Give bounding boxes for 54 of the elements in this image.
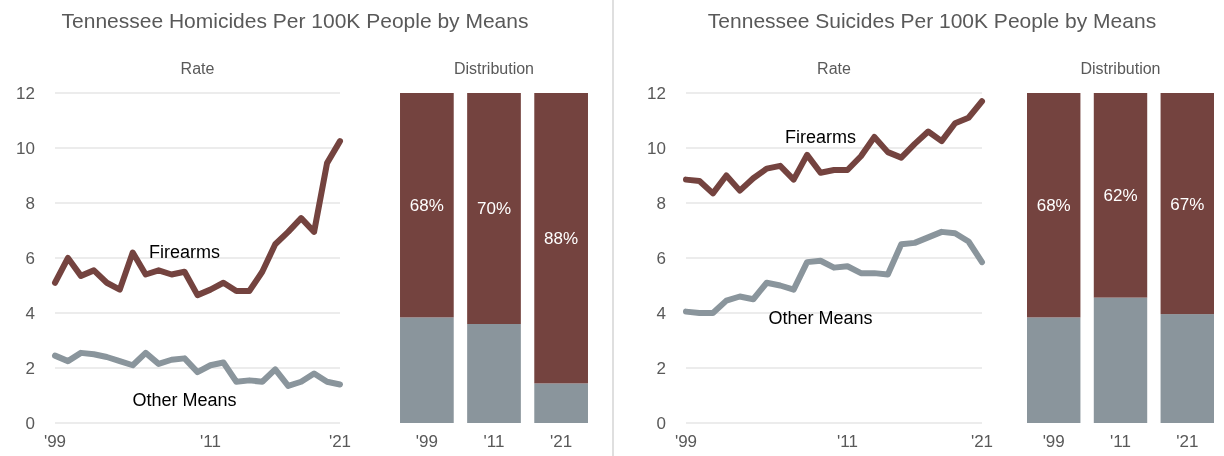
x-tick-label: '21 <box>970 432 994 451</box>
data-label: 88% <box>544 229 579 249</box>
x-tick-label: '21 <box>550 432 573 451</box>
bar <box>534 93 588 384</box>
y-tick-label: 8 <box>25 193 35 213</box>
bar <box>1160 314 1214 423</box>
x-tick-label: '21 <box>328 432 352 451</box>
chart-subtitle: Rate <box>180 60 215 77</box>
y-tick-label: 8 <box>656 193 666 213</box>
y-tick-label: 6 <box>25 248 35 268</box>
bar <box>1027 93 1081 318</box>
y-tick-label: 0 <box>25 413 35 433</box>
chart-subtitle: Distribution <box>1080 60 1161 77</box>
y-tick-label: 12 <box>647 83 666 103</box>
x-tick-label: '21 <box>1176 432 1199 451</box>
data-label: 68% <box>1036 196 1071 216</box>
bar <box>400 93 454 318</box>
y-tick-label: 4 <box>656 303 666 323</box>
bar <box>467 324 521 423</box>
chart-title: Tennessee Homicides Per 100K People by Means <box>61 9 529 32</box>
data-label: 62% <box>1103 186 1138 206</box>
chart-subtitle: Rate <box>817 60 851 77</box>
x-tick-label: '99 <box>1042 432 1065 451</box>
y-tick-label: 12 <box>16 83 35 103</box>
data-label: 68% <box>409 196 444 216</box>
chart-title: Tennessee Suicides Per 100K People by Means <box>707 9 1157 32</box>
y-tick-label: 4 <box>25 303 35 323</box>
chart-subtitle: Distribution <box>453 60 535 77</box>
data-label: 70% <box>476 199 512 219</box>
bar <box>1093 297 1148 423</box>
y-tick-label: 0 <box>656 413 666 433</box>
series-label: Firearms <box>785 126 857 147</box>
x-tick-label: '11 <box>1110 432 1131 451</box>
data-label: 67% <box>1170 194 1205 214</box>
y-tick-label: 6 <box>656 248 666 268</box>
series-label: Other Means <box>132 390 237 411</box>
y-tick-label: 2 <box>656 358 666 378</box>
y-tick-label: 2 <box>25 358 35 378</box>
y-tick-label: 10 <box>16 138 35 158</box>
y-tick-label: 10 <box>647 138 666 158</box>
bar <box>400 317 454 423</box>
x-tick-label: '99 <box>415 432 438 451</box>
bar <box>534 383 588 423</box>
bar <box>1093 93 1148 298</box>
bar <box>1027 317 1081 423</box>
series-label: Other Means <box>768 307 873 328</box>
x-tick-label: '99 <box>674 432 698 451</box>
x-tick-label: '11 <box>837 432 858 451</box>
bar <box>467 93 521 324</box>
x-tick-label: '99 <box>43 432 67 451</box>
x-tick-label: '11 <box>483 432 505 451</box>
series-label: Firearms <box>149 242 221 263</box>
bar <box>1160 93 1214 315</box>
x-tick-label: '11 <box>200 432 221 451</box>
